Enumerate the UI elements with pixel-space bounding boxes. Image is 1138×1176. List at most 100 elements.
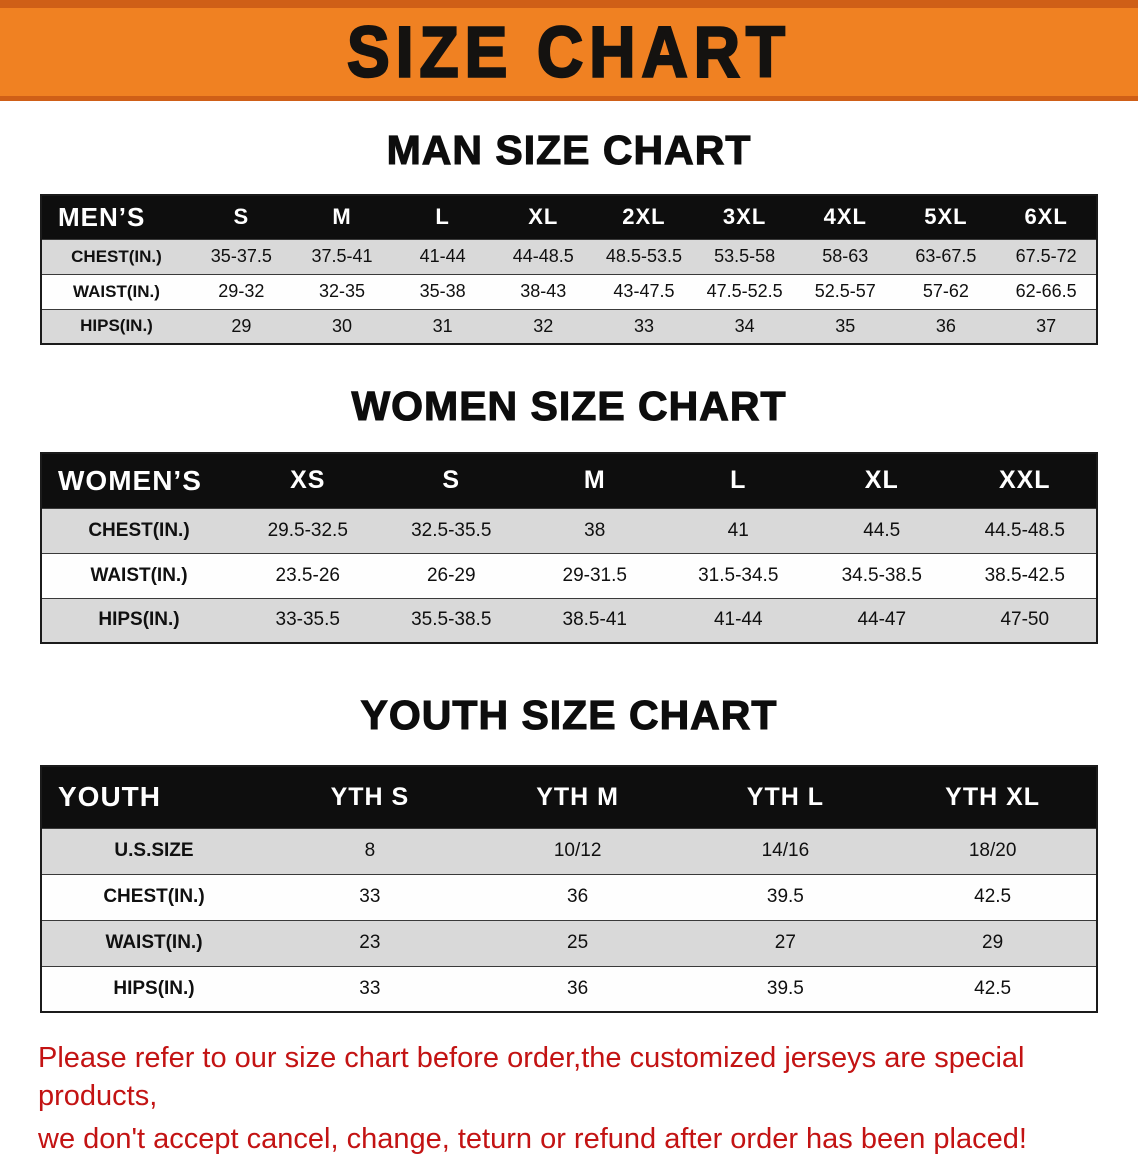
size-value-cell: 43-47.5 (613, 281, 675, 301)
measurement-row: HIPS(IN.) 29 30 31 32 33 34 35 36 37 (41, 309, 1097, 344)
youth-section-heading: YOUTH SIZE CHART (360, 691, 778, 738)
size-value-cell: 38.5-41 (562, 609, 627, 631)
measurement-row: CHEST(IN.) 29.5-32.5 32.5-35.5 38 41 44.5 44.5… (41, 508, 1097, 553)
row-label: WAIST(IN.) (73, 281, 160, 301)
size-value-cell: 33-35.5 (275, 609, 340, 631)
youth-size-section: YOUTH SIZE CHART YOUTH YTH S YTH M YTH L YTH… (0, 691, 1138, 1013)
size-column-header: 6XL (996, 195, 1097, 239)
size-value-cell: 35-38 (419, 281, 466, 301)
size-value-cell: 31 (432, 315, 453, 336)
size-column-header: XXL (953, 453, 1097, 508)
size-value-cell: 42.5 (974, 886, 1012, 907)
size-column-header: XS (236, 453, 380, 508)
measurement-row: WAIST(IN.) 23 25 27 29 (41, 920, 1097, 966)
size-value-cell: 29 (982, 932, 1004, 953)
size-value-cell: 23.5-26 (275, 564, 340, 586)
row-label: WAIST(IN.) (105, 932, 203, 953)
size-value-cell: 35 (835, 315, 856, 336)
size-value-cell: 14/16 (761, 840, 810, 861)
measurement-row: U.S.SIZE 8 10/12 14/16 18/20 (41, 828, 1097, 874)
footer-notice: Please refer to our size chart before or… (38, 1039, 1100, 1158)
size-value-cell: 25 (567, 932, 589, 953)
size-value-cell: 26-29 (426, 564, 476, 586)
size-value-cell: 44.5 (863, 519, 901, 541)
size-value-cell: 36 (567, 886, 589, 907)
size-value-cell: 38 (584, 519, 606, 541)
size-column-header: XL (492, 195, 594, 239)
measurement-row: CHEST(IN.) 35-37.5 37.5-41 41-44 44-48.5 48.5… (41, 239, 1097, 274)
men-size-table: MEN’S S M L XL 2XL 3XL 4XL 5XL 6XL CHEST(IN.) 35-37… (40, 194, 1098, 345)
size-value-cell: 47-50 (1000, 609, 1050, 631)
size-value-cell: 35.5-38.5 (411, 609, 492, 631)
row-label: CHEST(IN.) (71, 246, 162, 266)
size-value-cell: 32 (533, 315, 554, 336)
size-value-cell: 62-66.5 (1015, 281, 1077, 301)
size-value-cell: 33 (359, 886, 381, 907)
table-title-cell: MEN’S (41, 195, 191, 239)
size-value-cell: 32-35 (318, 281, 365, 301)
size-value-cell: 44-48.5 (512, 246, 574, 266)
measurement-row: HIPS(IN.) 33 36 39.5 42.5 (41, 966, 1097, 1012)
men-section-heading: MAN SIZE CHART (386, 126, 752, 173)
size-value-cell: 37 (1036, 315, 1057, 336)
size-value-cell: 29-31.5 (562, 564, 627, 586)
size-column-header: M (291, 195, 393, 239)
measurement-row: WAIST(IN.) 23.5-26 26-29 29-31.5 31.5-34.5 34… (41, 553, 1097, 598)
size-value-cell: 41-44 (713, 609, 763, 631)
size-value-cell: 34 (734, 315, 755, 336)
size-value-cell: 41 (727, 519, 749, 541)
table-header-row: WOMEN’S XS S M L XL XXL (41, 453, 1097, 508)
size-value-cell: 63-67.5 (915, 246, 977, 266)
notice-line-2: we don't accept cancel, change, teturn o… (38, 1122, 1027, 1155)
size-column-header: M (523, 453, 667, 508)
size-column-header: XL (810, 453, 954, 508)
size-value-cell: 41-44 (419, 246, 466, 266)
size-column-header: L (666, 453, 810, 508)
size-column-header: YTH XL (889, 766, 1097, 828)
size-value-cell: 44-47 (857, 609, 907, 631)
size-column-header: S (191, 195, 292, 239)
table-title-cell: WOMEN’S (41, 453, 236, 508)
size-value-cell: 44.5-48.5 (984, 519, 1065, 541)
row-label: HIPS(IN.) (80, 316, 153, 336)
size-value-cell: 47.5-52.5 (706, 281, 783, 301)
size-value-cell: 34.5-38.5 (841, 564, 922, 586)
row-label: U.S.SIZE (114, 840, 194, 861)
size-value-cell: 42.5 (974, 977, 1012, 999)
size-value-cell: 48.5-53.5 (605, 246, 682, 266)
size-value-cell: 29-32 (218, 281, 265, 301)
size-column-header: 5XL (895, 195, 997, 239)
size-value-cell: 29 (231, 315, 252, 336)
row-label: CHEST(IN.) (103, 886, 205, 907)
size-value-cell: 30 (331, 315, 352, 336)
measurement-row: HIPS(IN.) 33-35.5 35.5-38.5 38.5-41 41-44 44-… (41, 598, 1097, 643)
size-value-cell: 8 (364, 840, 376, 861)
size-value-cell: 67.5-72 (1015, 246, 1077, 266)
size-value-cell: 53.5-58 (714, 246, 776, 266)
row-label: HIPS(IN.) (113, 977, 195, 999)
size-value-cell: 35-37.5 (210, 246, 272, 266)
size-value-cell: 36 (567, 977, 589, 999)
size-value-cell: 52.5-57 (814, 281, 876, 301)
table-header-row: MEN’S S M L XL 2XL 3XL 4XL 5XL 6XL (41, 195, 1097, 239)
size-column-header: 3XL (694, 195, 795, 239)
measurement-row: CHEST(IN.) 33 36 39.5 42.5 (41, 874, 1097, 920)
size-value-cell: 29.5-32.5 (267, 519, 348, 541)
men-size-section: MAN SIZE CHART MEN’S S M L XL 2XL 3XL 4XL 5XL 6XL… (0, 126, 1138, 345)
women-size-section: WOMEN SIZE CHART WOMEN’S XS S M L XL XXL CHEST(… (0, 382, 1138, 644)
size-value-cell: 18/20 (968, 840, 1017, 861)
size-column-header: YTH L (681, 766, 890, 828)
size-value-cell: 36 (935, 315, 956, 336)
women-section-heading: WOMEN SIZE CHART (351, 382, 787, 429)
page-title: SIZE CHART (346, 10, 791, 93)
youth-size-table: YOUTH YTH S YTH M YTH L YTH XL U.S.SIZE 8 10/12… (40, 765, 1098, 1013)
size-column-header: L (392, 195, 493, 239)
size-column-header: YTH M (473, 766, 682, 828)
table-header-row: YOUTH YTH S YTH M YTH L YTH XL (41, 766, 1097, 828)
size-value-cell: 57-62 (922, 281, 969, 301)
size-value-cell: 23 (359, 932, 381, 953)
size-value-cell: 31.5-34.5 (698, 564, 779, 586)
size-value-cell: 33 (633, 315, 654, 336)
row-label: HIPS(IN.) (98, 609, 180, 631)
